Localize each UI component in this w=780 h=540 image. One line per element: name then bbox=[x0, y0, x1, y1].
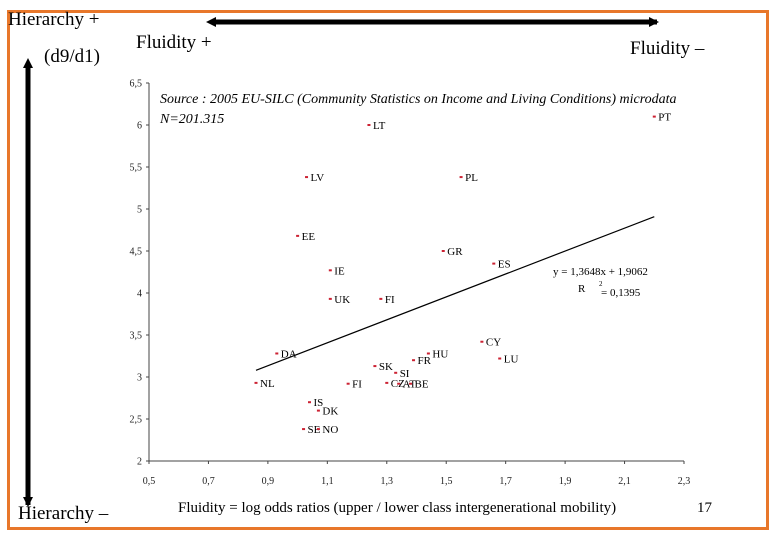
point-label: GR bbox=[447, 246, 463, 258]
x-tick-label: 0,7 bbox=[202, 476, 215, 487]
data-point bbox=[394, 371, 398, 374]
point-label: LV bbox=[311, 172, 325, 184]
y-tick-label: 2 bbox=[137, 457, 142, 468]
y-tick-label: 3,5 bbox=[130, 331, 143, 342]
data-point bbox=[441, 250, 445, 252]
y-tick-label: 4,5 bbox=[130, 247, 143, 258]
x-tick-label: 0,5 bbox=[143, 476, 156, 487]
data-point bbox=[296, 234, 300, 237]
point-label: BE bbox=[415, 379, 429, 391]
point-label: LU bbox=[504, 354, 519, 366]
y-tick-label: 5 bbox=[137, 205, 142, 216]
data-point bbox=[480, 340, 484, 343]
y-tick-label: 6 bbox=[137, 121, 142, 132]
x-tick-label: 1,7 bbox=[499, 476, 512, 487]
y-tick-label: 6,5 bbox=[130, 79, 143, 90]
point-label: PL bbox=[465, 172, 478, 184]
trend-line bbox=[255, 216, 655, 371]
data-point bbox=[409, 382, 413, 385]
data-point bbox=[367, 124, 371, 126]
point-label: IS bbox=[314, 397, 324, 409]
point-label: SK bbox=[379, 361, 393, 373]
data-point bbox=[459, 176, 463, 179]
x-axis-caption: Fluidity = log odds ratios (upper / lowe… bbox=[178, 500, 617, 516]
data-point bbox=[302, 428, 306, 431]
data-point bbox=[412, 359, 416, 362]
point-label: HU bbox=[432, 348, 448, 360]
data-point bbox=[492, 262, 496, 265]
y-tick-label: 2,5 bbox=[130, 415, 143, 426]
point-label: CY bbox=[486, 337, 501, 349]
point-label: IE bbox=[334, 265, 345, 277]
x-tick-label: 2,1 bbox=[618, 476, 631, 487]
data-point bbox=[379, 297, 383, 300]
point-label: LT bbox=[373, 120, 386, 132]
x-tick-label: 1,9 bbox=[559, 476, 572, 487]
data-point bbox=[316, 428, 320, 431]
r-squared-label: R bbox=[578, 283, 586, 295]
r-squared-superscript: 2 bbox=[599, 280, 603, 288]
data-point bbox=[275, 352, 279, 355]
data-point bbox=[305, 176, 309, 179]
x-tick-label: 1,3 bbox=[381, 476, 394, 487]
data-point bbox=[328, 297, 332, 300]
x-tick-label: 0,9 bbox=[262, 476, 275, 487]
fluidity-minus-label: Fluidity – bbox=[630, 38, 705, 59]
point-label: NL bbox=[260, 378, 275, 390]
x-tick-label: 2,3 bbox=[678, 476, 691, 487]
point-label: FR bbox=[418, 355, 432, 367]
data-point bbox=[373, 365, 377, 368]
page-number: 17 bbox=[697, 500, 712, 516]
point-label: ES bbox=[498, 259, 511, 271]
r-squared-value: = 0,1395 bbox=[601, 287, 641, 299]
data-point bbox=[328, 269, 332, 272]
slide-frame bbox=[7, 10, 769, 530]
ratio-label: (d9/d1) bbox=[44, 46, 100, 67]
data-point bbox=[397, 382, 401, 385]
data-point bbox=[498, 357, 502, 360]
point-label: DA bbox=[281, 348, 297, 360]
data-point bbox=[426, 352, 430, 355]
y-tick-label: 4 bbox=[137, 289, 142, 300]
point-label: NO bbox=[322, 424, 338, 436]
source-note: Source : 2005 EU-SILC (Community Statist… bbox=[160, 92, 677, 127]
hierarchy-minus-label: Hierarchy – bbox=[18, 503, 109, 524]
data-point bbox=[346, 382, 350, 385]
y-tick-label: 5,5 bbox=[130, 163, 143, 174]
data-point bbox=[308, 401, 311, 404]
data-point bbox=[316, 409, 320, 412]
data-point bbox=[652, 115, 656, 118]
point-label: SI bbox=[400, 368, 410, 380]
data-point bbox=[254, 381, 258, 384]
point-label: UK bbox=[334, 294, 350, 306]
point-label: FI bbox=[385, 294, 395, 306]
hierarchy-plus-label: Hierarchy + bbox=[8, 9, 100, 30]
point-label: FI bbox=[352, 379, 362, 391]
point-label: SE bbox=[308, 424, 321, 436]
point-label: DK bbox=[322, 406, 338, 418]
y-tick-label: 3 bbox=[137, 373, 142, 384]
fluidity-plus-label: Fluidity + bbox=[136, 32, 212, 53]
data-point bbox=[385, 381, 389, 384]
regression-equation: y = 1,3648x + 1,9062 bbox=[553, 266, 648, 278]
point-label: PT bbox=[658, 112, 671, 124]
x-tick-label: 1,5 bbox=[440, 476, 453, 487]
x-tick-label: 1,1 bbox=[321, 476, 334, 487]
point-label: EE bbox=[302, 231, 316, 243]
